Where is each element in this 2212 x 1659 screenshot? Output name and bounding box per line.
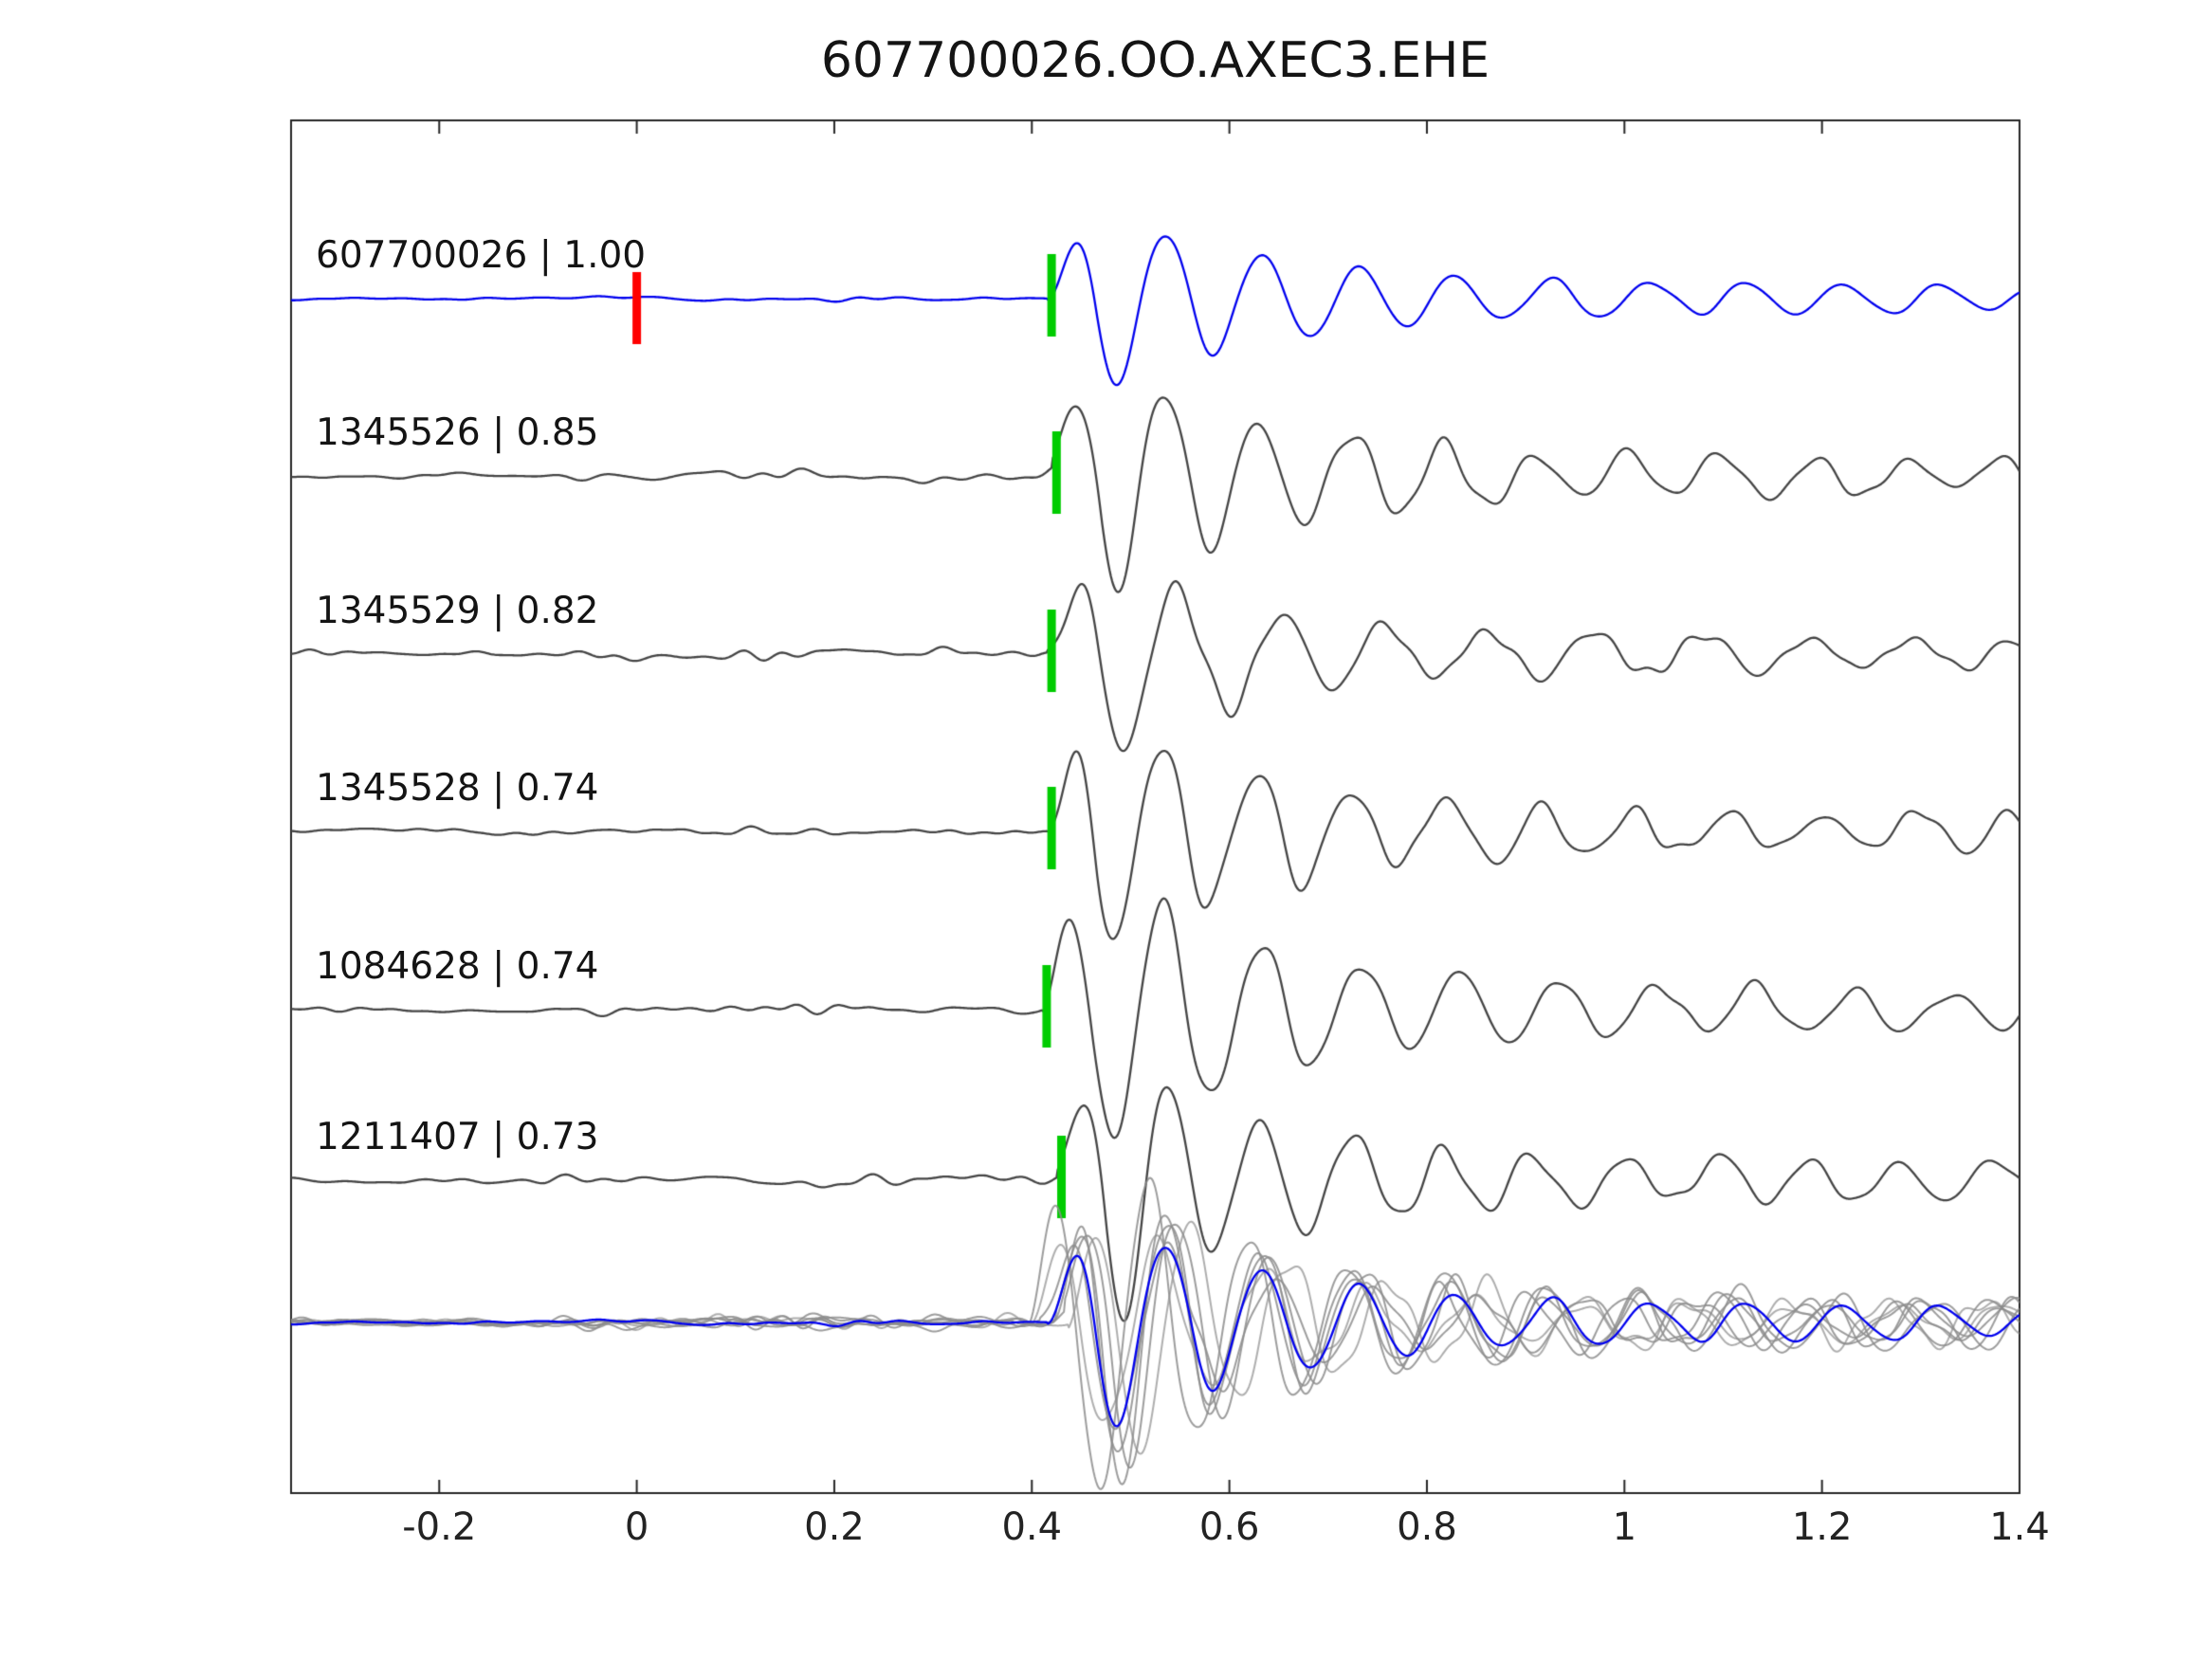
x-tick-label: 1.4 xyxy=(1989,1505,2050,1549)
chart-title: 607700026.OO.AXEC3.EHE xyxy=(820,32,1490,89)
x-tick-label: 0.4 xyxy=(1001,1505,1063,1549)
x-tick-label: 1.2 xyxy=(1791,1505,1853,1549)
x-tick-label: 0.6 xyxy=(1198,1505,1260,1549)
x-tick-label: 0.8 xyxy=(1397,1505,1457,1549)
x-tick-label: 0.2 xyxy=(804,1505,865,1549)
trace-label-template: 607700026 | 1.00 xyxy=(316,234,647,277)
trace-label-detection-3: 1345528 | 0.74 xyxy=(316,767,599,810)
trace-label-detection-5: 1211407 | 0.73 xyxy=(316,1116,599,1158)
trace-label-detection-2: 1345529 | 0.82 xyxy=(316,590,599,632)
x-tick-label: -0.2 xyxy=(402,1505,477,1549)
trace-label-detection-1: 1345526 | 0.85 xyxy=(316,411,599,454)
x-tick-label: 0 xyxy=(624,1505,649,1549)
x-tick-label: 1 xyxy=(1612,1505,1637,1549)
trace-label-detection-4: 1084628 | 0.74 xyxy=(316,945,599,988)
